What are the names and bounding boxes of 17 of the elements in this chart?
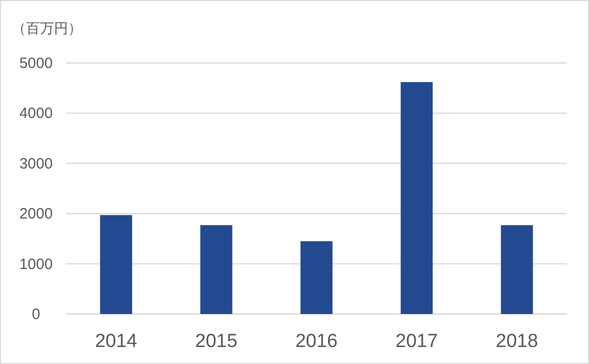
y-tick-label: 0	[32, 306, 40, 323]
bar	[100, 215, 132, 314]
bar	[500, 225, 533, 314]
bar	[400, 82, 433, 314]
x-tick-label: 2018	[496, 331, 538, 352]
y-tick-label: 2000	[19, 206, 53, 223]
y-tick-label: 3000	[19, 155, 53, 172]
x-tick-label: 2015	[195, 331, 238, 352]
x-tick-label: 2014	[94, 331, 138, 352]
y-tick-label: 1000	[19, 256, 53, 273]
y-tick-label: 4000	[19, 105, 53, 122]
bar	[200, 225, 232, 314]
y-tick-label: 5000	[19, 55, 53, 72]
y-axis-title: （百万円）	[12, 20, 82, 36]
x-tick-label: 2016	[295, 331, 338, 352]
x-tick-label: 2017	[396, 331, 438, 352]
bar	[300, 241, 332, 314]
